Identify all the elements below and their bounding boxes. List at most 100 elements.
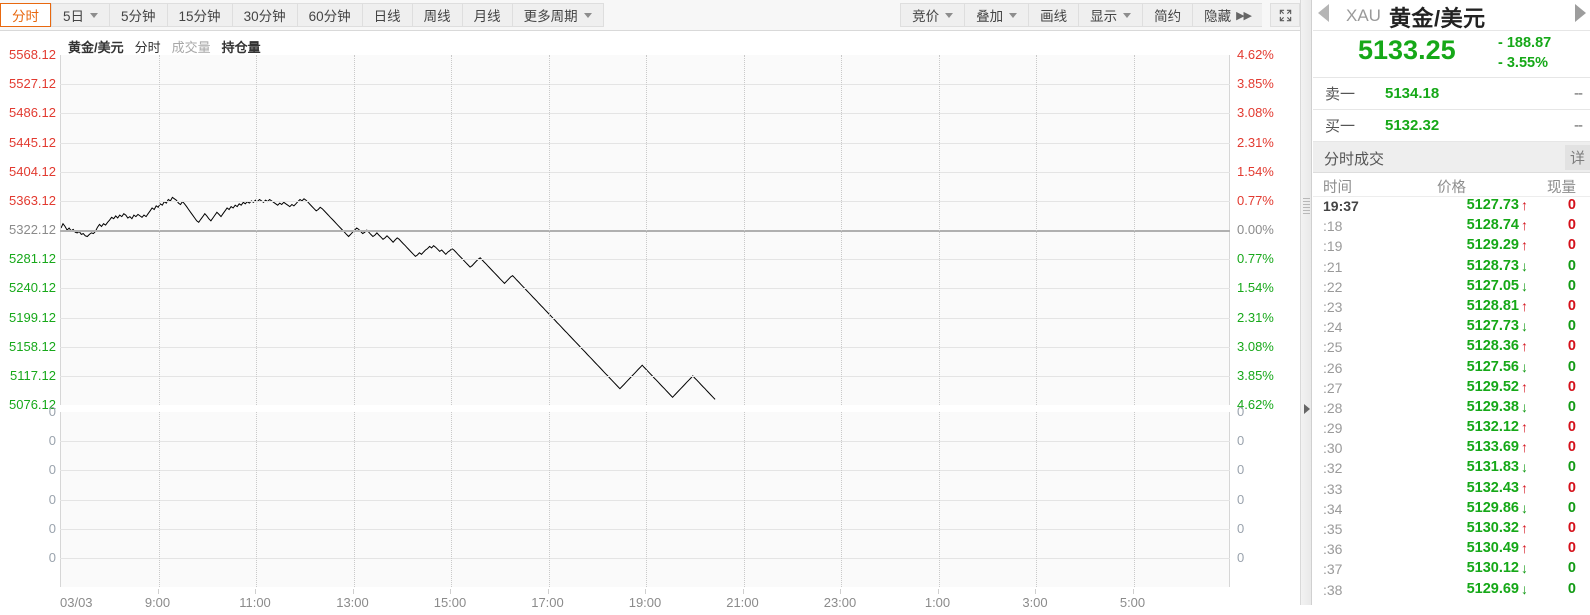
column-header-price: 价格 <box>1437 180 1466 196</box>
chart-tool-button-4[interactable]: 简约 <box>1142 3 1193 27</box>
splitter-collapse-arrow-icon[interactable] <box>1304 404 1310 414</box>
tick-row[interactable]: :29 5132.12 ↑ 0 <box>1313 419 1590 439</box>
volume-gridline-v <box>158 412 160 587</box>
tick-row[interactable]: :32 5131.83 ↓ 0 <box>1313 459 1590 479</box>
tick-row[interactable]: :22 5127.05 ↓ 0 <box>1313 278 1590 298</box>
volume-gridline-h <box>60 528 1230 530</box>
period-button-label: 60分钟 <box>308 9 351 24</box>
period-button-9[interactable]: 更多周期 <box>511 3 604 27</box>
panel-splitter[interactable] <box>1300 0 1312 605</box>
ticks-section-title: 分时成交 <box>1324 151 1385 168</box>
period-button-8[interactable]: 月线 <box>461 3 512 27</box>
period-button-2[interactable]: 5分钟 <box>109 3 167 27</box>
percent-axis-label-0: 4.62% <box>1237 47 1274 62</box>
tick-row[interactable]: :36 5130.49 ↑ 0 <box>1313 540 1590 560</box>
tick-row[interactable]: :26 5127.56 ↓ 0 <box>1313 359 1590 379</box>
period-button-3[interactable]: 15分钟 <box>166 3 232 27</box>
tick-list[interactable]: 19:37 5127.73 ↑ 0:18 5128.74 ↑ 0:19 5129.29 ↑ 0:2… <box>1313 197 1590 601</box>
tick-direction-up-arrow-icon: ↑ <box>1521 540 1528 557</box>
tick-time: :21 <box>1323 258 1343 275</box>
price-plot[interactable] <box>60 55 1230 405</box>
tick-row[interactable]: :37 5130.12 ↓ 0 <box>1313 560 1590 580</box>
volume-axis-label-left-3: 0 <box>48 491 56 507</box>
gridline-v <box>451 55 452 405</box>
period-button-label: 15分钟 <box>178 9 221 24</box>
tick-direction-dn-arrow-icon: ↓ <box>1521 257 1528 274</box>
tick-row[interactable]: :38 5129.69 ↓ 0 <box>1313 581 1590 601</box>
tick-price: 5130.12 <box>1466 560 1519 577</box>
tick-volume: 0 <box>1567 419 1576 436</box>
chevron-down-icon <box>1123 12 1132 18</box>
chart-tool-button-1[interactable]: 叠加 <box>964 3 1029 27</box>
gridline-v <box>158 55 160 405</box>
tick-price: 5129.52 <box>1466 378 1519 395</box>
tick-time: :18 <box>1323 218 1343 235</box>
period-button-label: 周线 <box>423 9 451 24</box>
tick-price: 5127.05 <box>1466 277 1519 294</box>
tick-row[interactable]: 19:37 5127.73 ↑ 0 <box>1313 197 1590 217</box>
fullscreen-icon[interactable] <box>1270 3 1300 27</box>
tick-row[interactable]: :19 5129.29 ↑ 0 <box>1313 237 1590 257</box>
period-button-1[interactable]: 5日 <box>51 3 110 27</box>
tick-direction-up-arrow-icon: ↑ <box>1521 237 1528 254</box>
chart-area[interactable]: 黄金/美元 分时 成交量 持仓量 5568.12 5527.12 5486.12 5445.… <box>0 31 1300 610</box>
tick-row[interactable]: :23 5128.81 ↑ 0 <box>1313 298 1590 318</box>
tick-volume: 0 <box>1567 257 1576 274</box>
tick-price: 5128.74 <box>1466 217 1519 234</box>
time-axis-tick <box>645 589 646 594</box>
last-price: 5133.25 <box>1358 35 1456 65</box>
tick-price: 5128.73 <box>1466 257 1519 274</box>
tick-volume: 0 <box>1567 499 1576 516</box>
chart-tool-button-5[interactable]: 隐藏 ▶▶ <box>1192 3 1262 27</box>
gridline-h <box>60 171 1230 173</box>
tick-row[interactable]: :25 5128.36 ↑ 0 <box>1313 338 1590 358</box>
tick-row[interactable]: :21 5128.73 ↓ 0 <box>1313 258 1590 278</box>
tick-direction-up-arrow-icon: ↑ <box>1521 338 1528 355</box>
tick-volume: 0 <box>1567 358 1576 375</box>
price-axis-label-12: 5076.12 <box>9 397 56 412</box>
chart-tool-button-0[interactable]: 竞价 <box>900 3 965 27</box>
chart-legend: 黄金/美元 分时 成交量 持仓量 <box>68 37 272 56</box>
gridline-h <box>60 346 1230 348</box>
volume-plot[interactable] <box>60 412 1230 587</box>
time-axis-tick <box>742 589 744 594</box>
legend-item-0[interactable]: 黄金/美元 <box>68 40 124 55</box>
tick-row[interactable]: :34 5129.86 ↓ 0 <box>1313 500 1590 520</box>
period-button-6[interactable]: 日线 <box>361 3 412 27</box>
prev-symbol-arrow-icon[interactable] <box>1318 4 1329 22</box>
splitter-grip-handle[interactable] <box>1303 198 1310 216</box>
tick-row[interactable]: :24 5127.73 ↓ 0 <box>1313 318 1590 338</box>
time-axis-tick <box>450 589 451 594</box>
tick-row[interactable]: :28 5129.38 ↓ 0 <box>1313 399 1590 419</box>
chart-tool-button-3[interactable]: 显示 <box>1078 3 1143 27</box>
tick-time: :38 <box>1323 581 1343 598</box>
gridline-v <box>1036 55 1037 405</box>
period-button-4[interactable]: 30分钟 <box>231 3 297 27</box>
tick-price: 5127.73 <box>1466 197 1519 213</box>
tick-price: 5131.83 <box>1466 459 1519 476</box>
legend-item-1[interactable]: 分时 <box>134 40 161 55</box>
period-button-7[interactable]: 周线 <box>411 3 462 27</box>
legend-item-2[interactable]: 成交量 <box>171 40 211 55</box>
period-button-0[interactable]: 分时 <box>0 3 51 27</box>
tick-row[interactable]: :30 5133.69 ↑ 0 <box>1313 439 1590 459</box>
tick-row[interactable]: :18 5128.74 ↑ 0 <box>1313 217 1590 237</box>
tick-volume: 0 <box>1567 217 1576 234</box>
double-chevron-right-icon: ▶▶ <box>1236 9 1252 22</box>
chart-tool-button-2[interactable]: 画线 <box>1028 3 1079 27</box>
tick-time: :34 <box>1323 500 1343 517</box>
volume-axis-label-right-4: 0 <box>1237 520 1245 536</box>
next-symbol-arrow-icon[interactable] <box>1575 4 1586 22</box>
volume-gridline-h <box>60 441 1230 443</box>
tick-row[interactable]: :33 5132.43 ↑ 0 <box>1313 480 1590 500</box>
legend-item-3[interactable]: 持仓量 <box>221 40 261 55</box>
period-button-group: 分时 5日 5分钟 15分钟 30分钟 60分钟 日线 周线 月线 更多周期 <box>0 0 604 30</box>
percent-axis-label-3: 2.31% <box>1237 134 1274 150</box>
time-axis-label-5: 17:00 <box>531 595 564 610</box>
period-button-5[interactable]: 60分钟 <box>296 3 362 27</box>
tick-row[interactable]: :27 5129.52 ↑ 0 <box>1313 379 1590 399</box>
ticks-detail-button[interactable]: 详 <box>1564 145 1590 170</box>
tick-row[interactable]: :35 5130.32 ↑ 0 <box>1313 520 1590 540</box>
tick-volume: 0 <box>1567 459 1576 476</box>
quote-quantity: -- <box>1574 85 1583 102</box>
